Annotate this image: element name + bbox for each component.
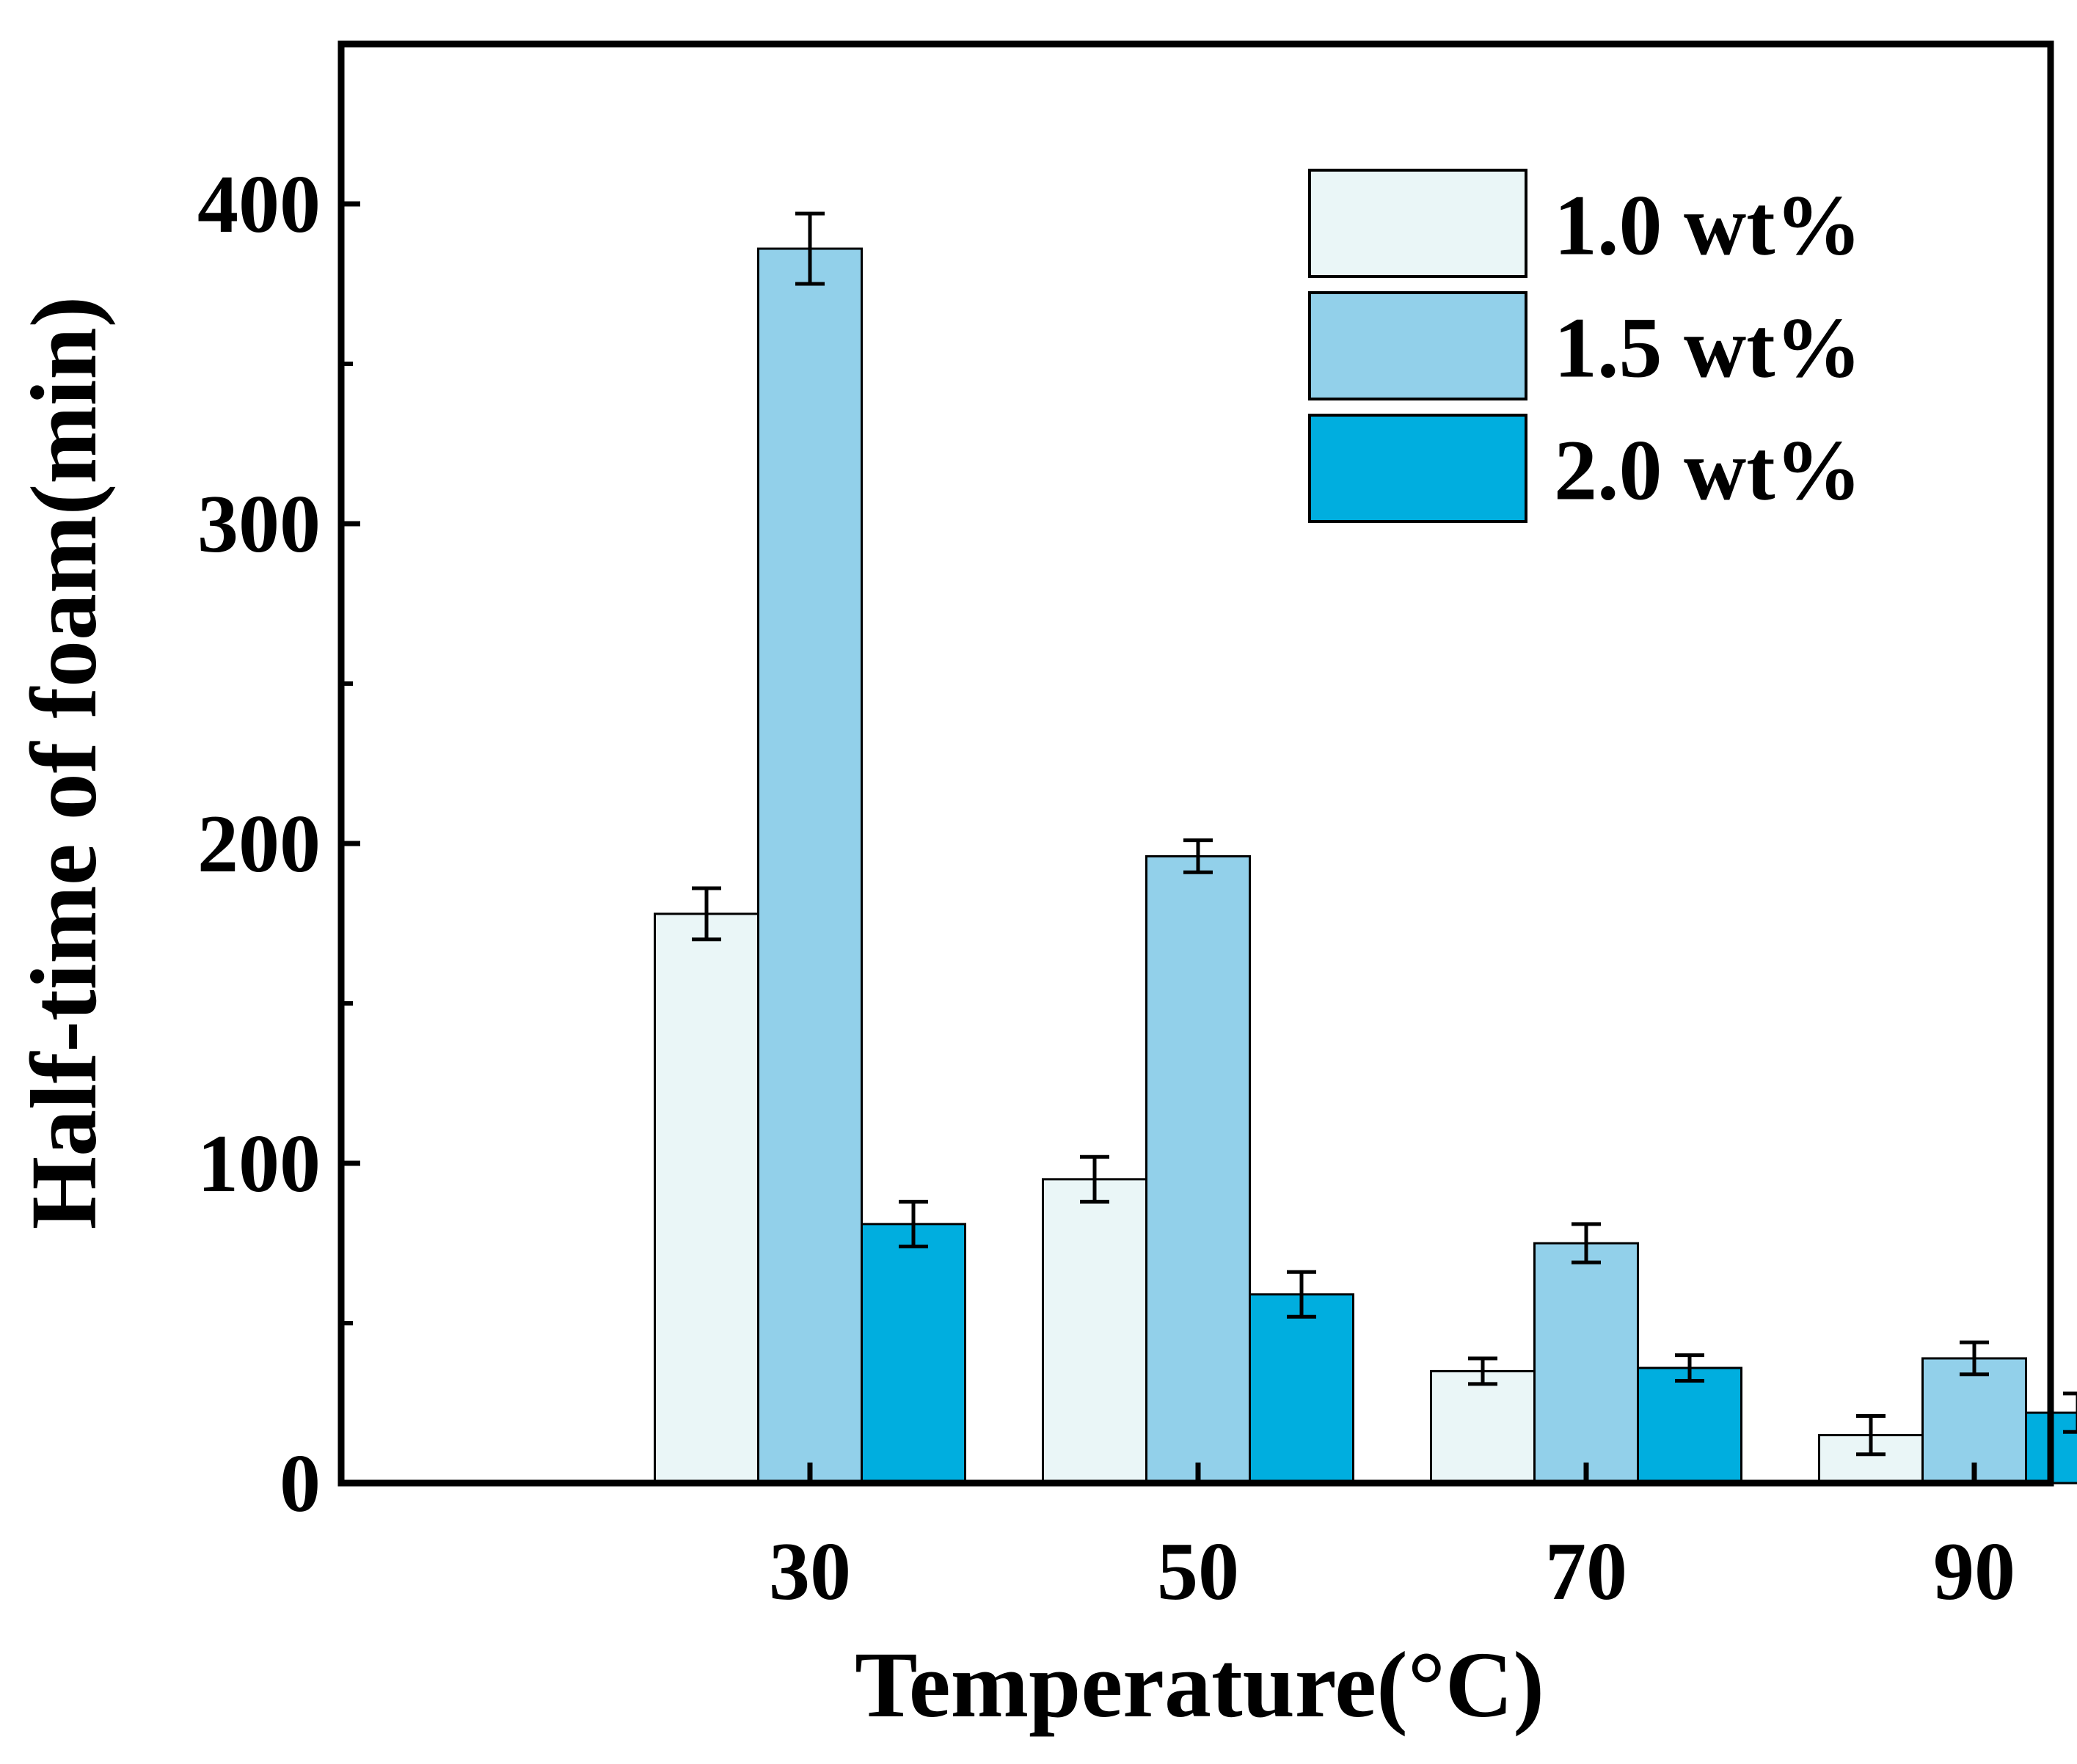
x-tick-label-90: 90 bbox=[1933, 1526, 2015, 1617]
bar-30-series-3 bbox=[861, 1223, 966, 1485]
x-tick-label-30: 30 bbox=[769, 1526, 851, 1617]
bar-50-series-2 bbox=[1145, 854, 1251, 1485]
legend-swatch-1 bbox=[1308, 169, 1527, 278]
y-tick-label-200: 200 bbox=[197, 799, 321, 890]
bar-50-series-3 bbox=[1249, 1293, 1354, 1485]
legend-label-1: 1.0 wt% bbox=[1554, 178, 1862, 274]
bar-70-series-3 bbox=[1637, 1366, 1742, 1485]
x-axis-label: Temperature(°C) bbox=[855, 1633, 1544, 1737]
y-tick-label-0: 0 bbox=[280, 1438, 321, 1529]
legend: 1.0 wt% 1.5 wt% 2.0 wt% bbox=[1308, 169, 1862, 523]
y-axis-label: Half-time of foam(min) bbox=[12, 296, 116, 1230]
legend-swatch-3 bbox=[1308, 414, 1527, 523]
bar-50-series-1 bbox=[1042, 1178, 1147, 1485]
bars-layer bbox=[654, 247, 2077, 1485]
axes-layer: 0 100 200 300 400 30 50 70 90 bbox=[197, 40, 2054, 1617]
y-tick-label-400: 400 bbox=[197, 159, 321, 250]
legend-label-2: 1.5 wt% bbox=[1554, 300, 1862, 396]
y-tick-label-300: 300 bbox=[197, 479, 321, 570]
x-tick-label-70: 70 bbox=[1545, 1526, 1627, 1617]
legend-label-3: 2.0 wt% bbox=[1554, 422, 1862, 519]
x-tick-label-50: 50 bbox=[1157, 1526, 1239, 1617]
bar-90-series-2 bbox=[1921, 1357, 2027, 1485]
bar-30-series-2 bbox=[757, 247, 863, 1485]
bar-70-series-1 bbox=[1430, 1369, 1536, 1485]
y-tick-label-100: 100 bbox=[197, 1119, 321, 1209]
error-bars-layer bbox=[692, 211, 2077, 1457]
legend-swatch-2 bbox=[1308, 291, 1527, 400]
bar-70-series-2 bbox=[1533, 1242, 1639, 1485]
bar-30-series-1 bbox=[654, 912, 759, 1485]
